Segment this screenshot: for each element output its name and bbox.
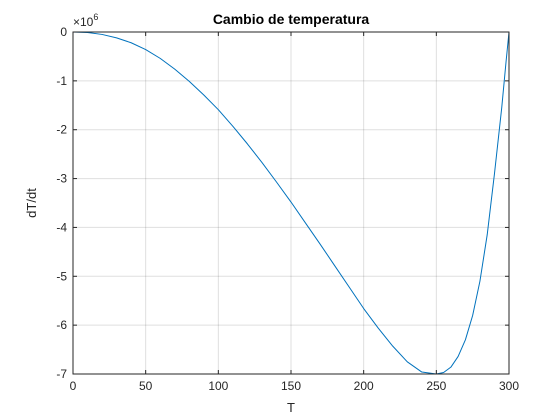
y-axis-exponent-power: 6 [93,12,98,22]
x-tick-label: 100 [208,379,228,393]
x-tick-label: 150 [281,379,301,393]
x-tick-label: 50 [139,379,153,393]
x-tick-label: 0 [70,379,77,393]
y-axis-label: dT/dt [24,188,39,218]
y-tick-label: 0 [60,25,67,39]
y-tick-label: -7 [56,367,67,381]
y-tick-label: -5 [56,269,67,283]
series-group [72,31,510,375]
x-tick-label: 300 [499,379,519,393]
ticks [72,31,510,375]
series-line [72,31,510,375]
x-tick-label: 250 [426,379,446,393]
y-tick-label: -4 [56,220,67,234]
tick-labels: 0 50 100 150 200 250 300 0 -1 -2 -3 -4 -5 -6 -7 [56,25,519,393]
y-tick-label: -6 [56,318,67,332]
y-axis-exponent-base: ×10 [73,15,94,29]
y-tick-label: -2 [56,123,67,137]
x-tick-label: 200 [354,379,374,393]
y-axis-exponent: ×106 [73,12,98,29]
plot-area [73,32,509,374]
y-tick-label: -3 [56,172,67,186]
y-tick-label: -1 [56,74,67,88]
chart-title: Cambio de temperatura [213,11,370,27]
x-axis-label: T [287,400,295,415]
